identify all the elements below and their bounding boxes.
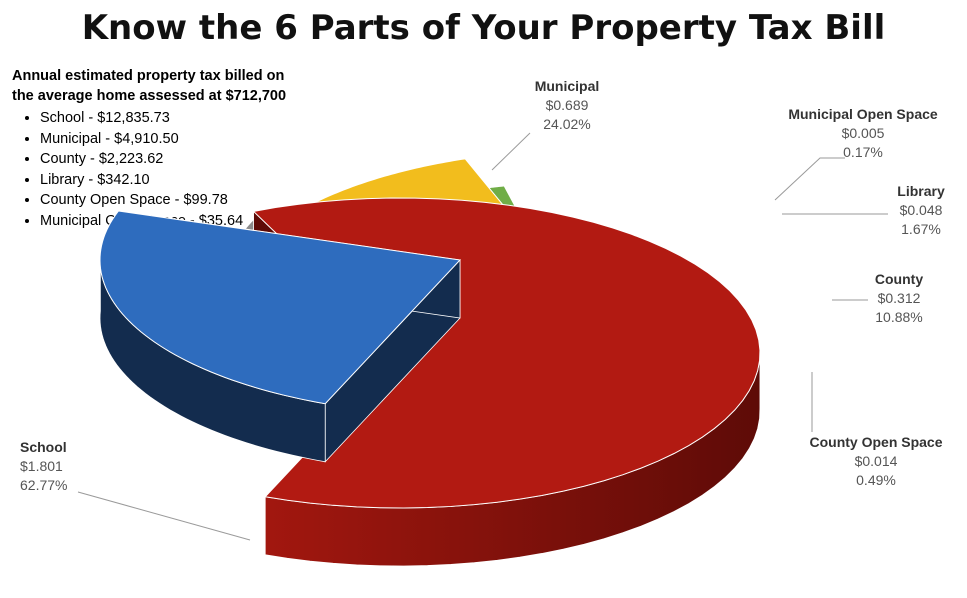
info-item-municipal: Municipal - $4,910.50 bbox=[40, 129, 286, 150]
label-county-name: County bbox=[874, 271, 924, 287]
label-municipal-percent: 24.02% bbox=[543, 116, 591, 132]
leader-line-municipal-open-space bbox=[774, 157, 845, 201]
label-mos-value: $0.005 bbox=[841, 125, 885, 141]
label-county-percent: 10.88% bbox=[875, 309, 923, 325]
info-item-school: School - $12,835.73 bbox=[40, 108, 286, 129]
leader-line-school bbox=[77, 491, 251, 541]
label-county-value: $0.312 bbox=[877, 290, 921, 306]
label-municipal-open-space: Municipal Open Space $0.005 0.17% bbox=[778, 105, 948, 162]
label-county: County $0.312 10.88% bbox=[866, 270, 932, 327]
label-mos-name: Municipal Open Space bbox=[788, 106, 938, 122]
tax-info-box: Annual estimated property tax billed on … bbox=[12, 66, 286, 231]
info-item-county-open-space: County Open Space - $99.78 bbox=[40, 190, 286, 211]
info-heading-line2: the average home assessed at $712,700 bbox=[12, 88, 287, 104]
chart-title: Know the 6 Parts of Your Property Tax Bi… bbox=[81, 8, 886, 48]
leader-line-municipal bbox=[491, 132, 531, 171]
label-municipal: Municipal $0.689 24.02% bbox=[512, 77, 622, 134]
slice-municipal-top bbox=[99, 210, 462, 405]
info-item-library: Library - $342.10 bbox=[40, 170, 286, 191]
info-item-county: County - $2,223.62 bbox=[40, 149, 286, 170]
label-cos-name: County Open Space bbox=[809, 434, 943, 450]
label-school-name: School bbox=[20, 439, 67, 455]
label-library-name: Library bbox=[897, 183, 945, 199]
slice-municipal bbox=[99, 210, 462, 463]
label-cos-percent: 0.49% bbox=[856, 472, 896, 488]
label-library-value: $0.048 bbox=[899, 202, 943, 218]
label-school: School $1.801 62.77% bbox=[20, 438, 67, 495]
label-municipal-name: Municipal bbox=[534, 78, 600, 94]
info-heading-line1: Annual estimated property tax billed on bbox=[12, 68, 285, 84]
label-county-open-space: County Open Space $0.014 0.49% bbox=[800, 433, 952, 490]
label-library: Library $0.048 1.67% bbox=[888, 182, 954, 239]
label-municipal-value: $0.689 bbox=[545, 97, 589, 113]
label-school-value: $1.801 bbox=[20, 458, 63, 474]
label-library-percent: 1.67% bbox=[901, 221, 941, 237]
label-school-percent: 62.77% bbox=[20, 477, 68, 493]
label-cos-value: $0.014 bbox=[854, 453, 898, 469]
label-mos-percent: 0.17% bbox=[843, 144, 883, 160]
